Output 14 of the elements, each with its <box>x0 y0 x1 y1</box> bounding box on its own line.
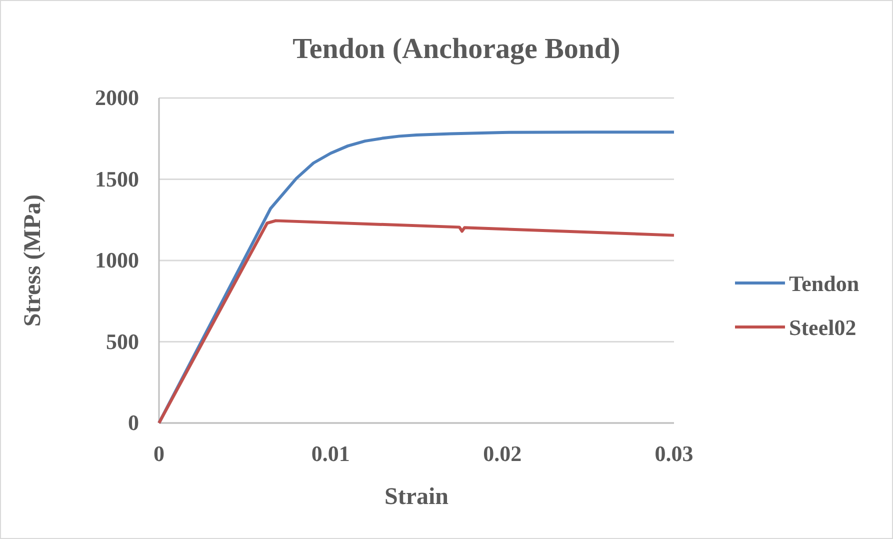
y-tick-label: 1000 <box>95 248 139 272</box>
y-axis-title: Stress (MPa) <box>20 194 46 327</box>
x-tick-label: 0.01 <box>311 441 350 466</box>
legend-label: Steel02 <box>789 315 856 340</box>
legend-label: Tendon <box>789 271 860 296</box>
y-tick-label: 1500 <box>95 166 139 192</box>
x-tick-label: 0.02 <box>483 441 522 466</box>
x-axis-title: Strain <box>384 484 449 510</box>
x-tick-label: 0 <box>154 441 164 466</box>
chart-title: Tendon (Anchorage Bond) <box>292 33 620 65</box>
y-tick-label: 500 <box>106 328 139 354</box>
y-tick-label: 2000 <box>95 85 139 110</box>
x-tick-label: 0.03 <box>654 441 694 466</box>
y-tick-label: 0 <box>128 410 139 435</box>
